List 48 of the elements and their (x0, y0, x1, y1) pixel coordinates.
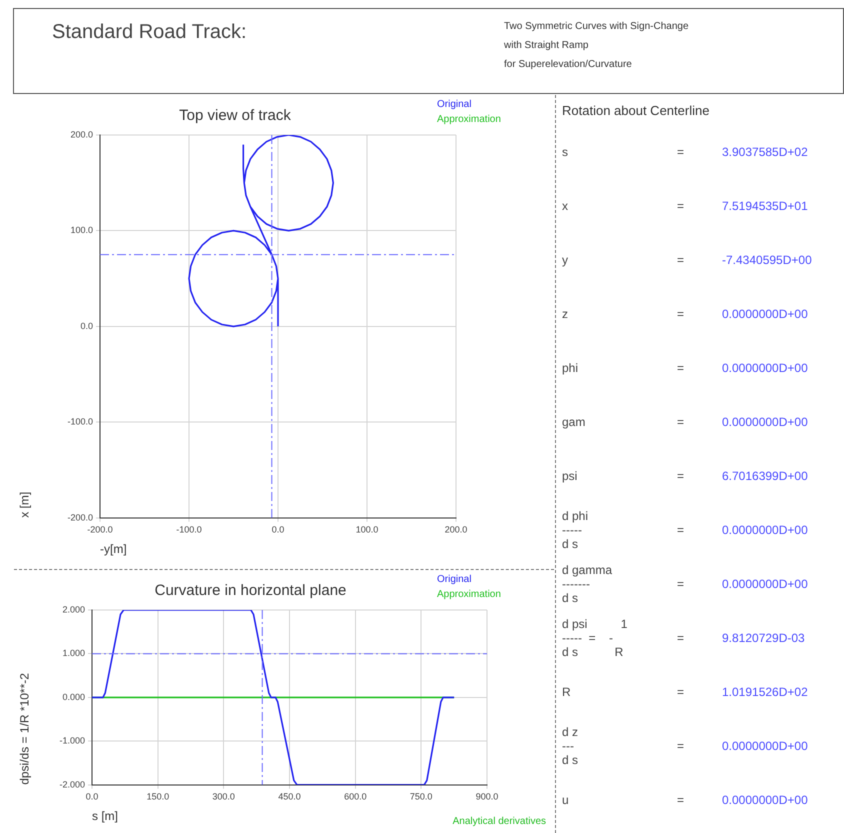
legend-label: Approximation (437, 114, 501, 125)
x-tick-label: -100.0 (176, 524, 202, 535)
y-tick-label: 1.000 (62, 648, 85, 658)
text: d z --- d s = 0.0000000D+00 (562, 725, 808, 767)
text: Approximation (437, 588, 501, 600)
y-tick-label: 2.000 (62, 604, 85, 614)
text: Original (437, 98, 472, 110)
x-tick-label: 150.0 (146, 792, 170, 802)
x-tick-label: 100.0 (356, 524, 378, 535)
text: R = 1.0191526D+02 (562, 685, 808, 699)
y-tick-label: 0.000 (62, 692, 85, 702)
x-tick-label: 200.0 (444, 524, 468, 535)
text: psi = 6.7016399D+00 (562, 469, 808, 483)
y-tick-label: -2.000 (59, 779, 85, 790)
y-tick-label: -1.000 (59, 736, 85, 746)
x-tick-label: -200.0 (87, 524, 113, 535)
x-tick-label: 750.0 (410, 792, 432, 802)
text: z = 0.0000000D+00 (562, 307, 808, 321)
x-axis-title: -y[m] (100, 542, 127, 556)
text: y = -7.4340595D+00 (562, 253, 812, 267)
text: gam = 0.0000000D+00 (562, 415, 808, 429)
y-tick-label: 200.0 (70, 129, 93, 140)
y-axis-title: dpsi/ds = 1/R *10**-2 (18, 672, 32, 785)
y-tick-label: -100.0 (67, 416, 93, 427)
text: u = 0.0000000D+00 (562, 793, 808, 807)
y-axis-title: x [m] (18, 492, 32, 518)
text: Original (437, 574, 472, 585)
text: x = 7.5194535D+01 (562, 199, 808, 213)
y-tick-label: 0.0 (80, 320, 93, 331)
text: Two Symmetric Curves with Sign-Change with Straight Ramp for Superelevation/Curvature (504, 20, 689, 72)
chart-title: Top view of track (179, 107, 292, 124)
x-tick-label: 300.0 (212, 792, 235, 802)
text: s = 3.9037585D+02 (562, 145, 808, 159)
y-tick-label: -200.0 (67, 512, 93, 522)
x-tick-label: 0.0 (272, 524, 284, 535)
chart-title: Curvature in horizontal plane (154, 582, 346, 600)
x-tick-label: 900.0 (476, 792, 498, 802)
text: phi = 0.0000000D+00 (562, 361, 808, 375)
text: Analytical derivatives (452, 816, 546, 827)
x-tick-label: 600.0 (344, 792, 367, 802)
text: d phi ----- d s = 0.0000000D+00 (562, 509, 808, 551)
text: Rotation about Centerline (562, 103, 710, 120)
text: d gamma ------- d s = 0.0000000D+00 (562, 563, 808, 605)
text: Standard Road Track: (52, 21, 247, 44)
x-tick-label: 450.0 (278, 792, 301, 802)
text: d psi 1 ----- = - d s R = 9.8120729D-03 (562, 617, 805, 659)
x-axis-title: s [m] (92, 809, 118, 824)
y-tick-label: 100.0 (70, 225, 93, 236)
